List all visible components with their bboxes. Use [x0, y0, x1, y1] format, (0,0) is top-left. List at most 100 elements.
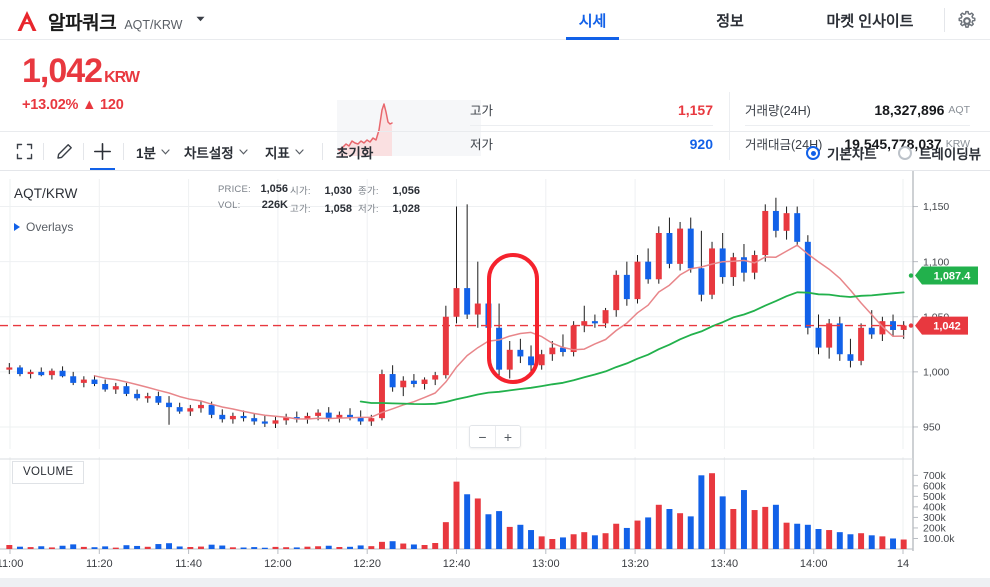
- stats-hr-right: [745, 125, 970, 126]
- alphaquark-logo-icon: [14, 8, 40, 34]
- ohlc-close: 종가: 1,056: [358, 183, 426, 197]
- zoom-out-button[interactable]: −: [470, 426, 495, 447]
- chevron-down-icon: [161, 149, 170, 155]
- stat-low-value: 920: [689, 135, 713, 152]
- overlays-label: Overlays: [26, 220, 74, 234]
- stat-volume-unit: AQT: [948, 103, 970, 116]
- chart-symbol-title: AQT/KRW: [14, 186, 78, 201]
- gear-icon[interactable]: [956, 10, 978, 32]
- svg-text:1,087.4: 1,087.4: [934, 271, 972, 283]
- radio-basic-icon[interactable]: [806, 146, 820, 160]
- chevron-down-icon[interactable]: [194, 12, 207, 30]
- chart-settings-label: 차트설정: [184, 145, 234, 161]
- stat-low-label: 저가: [470, 138, 494, 152]
- stat-turnover-label: 거래대금(24H): [745, 138, 823, 152]
- overlays-toggle[interactable]: Overlays: [14, 220, 73, 234]
- svg-text:11:40: 11:40: [175, 558, 202, 570]
- svg-text:1,000: 1,000: [923, 366, 949, 378]
- ohlc-price: PRICE: 1,056: [218, 183, 290, 195]
- zoom-in-button[interactable]: +: [495, 426, 520, 447]
- ohlc-readout: PRICE: 1,056 VOL: 226K 시가: 1,030 고가: 1,0…: [218, 183, 426, 215]
- svg-text:600k: 600k: [923, 480, 947, 492]
- interval-selector[interactable]: 1분: [136, 132, 171, 171]
- price-sparkline: [337, 100, 481, 156]
- chart-mode-tradingview[interactable]: 트레이딩뷰: [898, 143, 981, 163]
- chevron-down-icon: [239, 149, 248, 155]
- stat-turnover-24h: 거래대금(24H) 19,545,778,037 KRW: [745, 134, 970, 153]
- toolbar-sep-4: [322, 143, 323, 160]
- ohlc-vol-value: 226K: [261, 199, 288, 211]
- chart-zoom-controls[interactable]: − +: [469, 425, 521, 448]
- chevron-down-icon: [295, 149, 304, 155]
- plus-icon[interactable]: [93, 132, 112, 171]
- radio-tradingview-icon[interactable]: [898, 146, 912, 160]
- ohlc-col-1: PRICE: 1,056 VOL: 226K: [218, 183, 290, 215]
- chart-toolbar: 1분 차트설정 지표 초기화 기본차트 트레이딩뷰: [0, 132, 990, 171]
- stat-volume-label: 거래량(24H): [745, 104, 811, 118]
- svg-text:14: 14: [897, 558, 909, 570]
- tab-sise[interactable]: 시세: [520, 0, 665, 40]
- svg-text:12:20: 12:20: [353, 558, 381, 570]
- ohlc-open-key: 시가:: [290, 186, 311, 197]
- indicators-menu[interactable]: 지표: [265, 132, 305, 171]
- pencil-icon[interactable]: [55, 132, 74, 171]
- stat-turnover-value: 19,545,778,037: [844, 135, 942, 152]
- toolbar-sep-1: [43, 143, 44, 160]
- current-price-row: 1,042 KRW: [22, 52, 140, 90]
- price-currency: KRW: [104, 69, 140, 86]
- chart-area[interactable]: 9501,0001,0501,1001,150100.0k200k300k400…: [0, 171, 990, 587]
- svg-text:400k: 400k: [923, 501, 947, 513]
- market-summary: 1,042 KRW +13.02% ▲ 120 고가 1,157 저가 920: [0, 40, 990, 160]
- stat-low: 저가 920: [470, 134, 713, 153]
- svg-text:1,100: 1,100: [923, 256, 949, 268]
- volume-panel-label: VOLUME: [12, 461, 85, 484]
- toolbar-sep-2: [83, 143, 84, 160]
- chart-canvas[interactable]: 9501,0001,0501,1001,150100.0k200k300k400…: [0, 171, 990, 587]
- svg-text:500k: 500k: [923, 491, 947, 503]
- svg-text:13:00: 13:00: [532, 558, 560, 570]
- fullscreen-icon[interactable]: [16, 132, 33, 171]
- stat-high: 고가 1,157: [470, 100, 713, 119]
- svg-text:950: 950: [923, 422, 941, 434]
- ohlc-low-value: 1,028: [392, 203, 420, 215]
- ohlc-price-key: PRICE:: [218, 184, 251, 195]
- current-price: 1,042: [22, 52, 103, 90]
- svg-text:13:40: 13:40: [711, 558, 739, 570]
- svg-text:200k: 200k: [923, 523, 947, 535]
- ohlc-high-value: 1,058: [324, 203, 352, 215]
- ohlc-low-key: 저가:: [358, 204, 379, 215]
- interval-label: 1분: [136, 145, 156, 161]
- tab-jeongbo[interactable]: 정보: [716, 12, 744, 30]
- ohlc-col-2: 시가: 1,030 고가: 1,058: [290, 183, 358, 215]
- chart-mode-basic[interactable]: 기본차트: [806, 143, 877, 163]
- active-tool-underline: [90, 168, 115, 171]
- tab-market-insight[interactable]: 마켓 인사이트: [826, 12, 914, 30]
- svg-text:14:00: 14:00: [800, 558, 828, 570]
- stats-hr-left: [470, 125, 713, 126]
- ohlc-vol-key: VOL:: [218, 200, 241, 211]
- reset-button[interactable]: 초기화: [336, 145, 374, 161]
- brand[interactable]: 알파쿼크 AQT/KRW: [0, 7, 207, 33]
- svg-text:100.0k: 100.0k: [923, 533, 955, 545]
- triangle-right-icon: [14, 223, 20, 231]
- bottom-strip: [0, 578, 990, 587]
- toolbar-sep-3: [123, 143, 124, 160]
- indicators-label: 지표: [265, 145, 290, 161]
- ohlc-low: 저가: 1,028: [358, 201, 426, 215]
- svg-text:12:00: 12:00: [264, 558, 292, 570]
- svg-text:1,150: 1,150: [923, 201, 949, 213]
- toolbar-bottom-divider: [0, 170, 990, 171]
- price-block: 1,042 KRW +13.02% ▲ 120: [22, 52, 140, 113]
- price-change: +13.02% ▲ 120: [22, 97, 124, 113]
- ohlc-col-3: 종가: 1,056 저가: 1,028: [358, 183, 426, 215]
- chart-mode-tradingview-label: 트레이딩뷰: [919, 147, 982, 162]
- svg-text:700k: 700k: [923, 470, 947, 482]
- brand-pair: AQT/KRW: [124, 18, 183, 32]
- stat-turnover-unit: KRW: [945, 137, 970, 150]
- ohlc-open: 시가: 1,030: [290, 183, 358, 197]
- stat-high-value: 1,157: [677, 101, 713, 118]
- header-tabs: 시세 정보 마켓 인사이트: [520, 0, 945, 40]
- chart-settings-menu[interactable]: 차트설정: [184, 132, 249, 171]
- brand-name: 알파쿼크: [48, 12, 117, 34]
